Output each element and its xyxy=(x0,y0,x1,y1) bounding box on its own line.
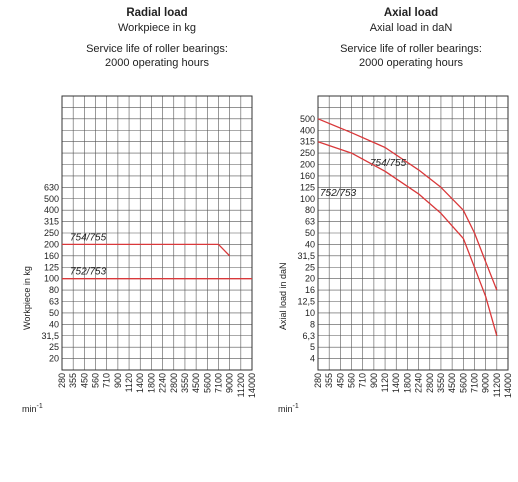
radial-x-unit-label: min-1 xyxy=(22,403,43,414)
radial-y-tick-label: 50 xyxy=(49,308,59,318)
axial-y-tick-label: 200 xyxy=(300,160,315,170)
radial-chart-title: Radial load xyxy=(126,7,187,19)
axial-plot-frame xyxy=(317,95,509,371)
axial-x-tick-label: 1120 xyxy=(380,373,390,392)
radial-y-tick-label: 400 xyxy=(44,205,59,215)
radial-service-life-note: Service life of roller bearings: xyxy=(86,43,228,55)
radial-series-754-755-line xyxy=(62,243,231,257)
axial-x-tick-label: 280 xyxy=(313,373,323,388)
axial-x-tick-label: 9000 xyxy=(481,373,491,393)
radial-x-tick-label: 710 xyxy=(102,373,112,388)
radial-x-tick-label: 5600 xyxy=(202,373,212,393)
radial-y-tick-label: 63 xyxy=(49,297,59,307)
axial-x-tick-label: 1400 xyxy=(391,373,401,393)
axial-x-tick-label: 710 xyxy=(358,373,368,388)
radial-y-tick-label: 40 xyxy=(49,319,59,329)
axial-y-tick-label: 40 xyxy=(305,239,315,249)
radial-x-tick-label: 2800 xyxy=(169,373,179,393)
axial-x-unit-exponent: -1 xyxy=(293,403,299,410)
axial-y-tick-label: 5 xyxy=(310,342,315,352)
radial-x-tick-label: 7100 xyxy=(213,373,223,393)
axial-service-life-note: Service life of roller bearings: xyxy=(340,43,482,55)
axial-x-tick-label: 5600 xyxy=(458,373,468,393)
radial-y-tick-label: 500 xyxy=(44,194,59,204)
axial-x-tick-label: 2800 xyxy=(425,373,435,393)
radial-x-tick-label: 1800 xyxy=(146,373,156,393)
axial-y-tick-label: 10 xyxy=(305,308,315,318)
axial-y-tick-label: 4 xyxy=(310,354,315,364)
axial-y-tick-label: 100 xyxy=(300,194,315,204)
axial-x-tick-label: 355 xyxy=(324,373,334,388)
radial-y-tick-label: 80 xyxy=(49,285,59,295)
radial-x-tick-label: 900 xyxy=(113,373,123,388)
axial-series-label: 752/753 xyxy=(320,188,357,199)
axial-x-tick-label: 14000 xyxy=(503,373,513,398)
radial-y-tick-label: 20 xyxy=(49,354,59,364)
axial-y-tick-label: 80 xyxy=(305,205,315,215)
radial-y-tick-label: 200 xyxy=(44,239,59,249)
axial-chart-subtitle: Axial load in daN xyxy=(370,22,453,34)
radial-x-tick-label: 11200 xyxy=(236,373,246,397)
axial-y-tick-label: 12,5 xyxy=(297,297,315,307)
axial-operating-hours-note: 2000 operating hours xyxy=(359,57,463,69)
axial-y-tick-label: 6,3 xyxy=(302,331,315,341)
radial-plot-frame xyxy=(61,95,253,371)
axial-x-tick-label: 900 xyxy=(369,373,379,388)
radial-y-tick-label: 630 xyxy=(44,182,59,192)
radial-y-tick-label: 125 xyxy=(44,262,59,272)
radial-x-tick-label: 14000 xyxy=(247,373,257,398)
axial-x-tick-label: 2240 xyxy=(414,373,424,393)
axial-series-752-753-line xyxy=(317,141,498,336)
radial-y-tick-label: 100 xyxy=(44,274,59,284)
radial-x-tick-label: 9000 xyxy=(225,373,235,393)
radial-x-tick-label: 450 xyxy=(79,373,89,388)
axial-y-axis-label: Axial load in daN xyxy=(278,262,288,330)
radial-x-tick-label: 3550 xyxy=(180,373,190,393)
axial-x-tick-label: 450 xyxy=(335,373,345,388)
axial-y-tick-label: 160 xyxy=(300,171,315,181)
radial-chart-subtitle: Workpiece in kg xyxy=(118,22,196,34)
axial-x-tick-label: 4500 xyxy=(447,373,457,393)
radial-x-unit-exponent: -1 xyxy=(37,403,43,410)
radial-x-tick-label: 560 xyxy=(91,373,101,388)
axial-y-tick-label: 16 xyxy=(305,285,315,295)
axial-x-tick-label: 3550 xyxy=(436,373,446,393)
radial-operating-hours-note: 2000 operating hours xyxy=(105,57,209,69)
axial-y-tick-label: 25 xyxy=(305,262,315,272)
radial-x-tick-label: 280 xyxy=(57,373,67,388)
axial-series-754-755-line xyxy=(317,118,498,291)
axial-x-tick-label: 560 xyxy=(347,373,357,388)
axial-x-tick-label: 11200 xyxy=(492,373,502,397)
axial-y-tick-label: 63 xyxy=(305,217,315,227)
radial-series-label: 754/755 xyxy=(70,232,107,243)
axial-y-tick-label: 50 xyxy=(305,228,315,238)
axial-y-tick-label: 20 xyxy=(305,274,315,284)
axial-y-tick-label: 315 xyxy=(300,137,315,147)
radial-x-tick-label: 1400 xyxy=(135,373,145,393)
axial-x-tick-label: 7100 xyxy=(469,373,479,393)
radial-x-tick-label: 4500 xyxy=(191,373,201,393)
radial-x-tick-label: 355 xyxy=(68,373,78,388)
radial-y-tick-label: 25 xyxy=(49,342,59,352)
axial-x-unit-label: min-1 xyxy=(278,403,299,414)
radial-x-tick-label: 1120 xyxy=(124,373,134,392)
radial-y-tick-label: 160 xyxy=(44,251,59,261)
axial-series-label: 754/755 xyxy=(370,158,407,169)
axial-y-tick-label: 500 xyxy=(300,114,315,124)
axial-y-tick-label: 31,5 xyxy=(297,251,315,261)
axial-y-tick-label: 400 xyxy=(300,125,315,135)
axial-x-tick-label: 1800 xyxy=(402,373,412,393)
radial-y-tick-label: 315 xyxy=(44,217,59,227)
axial-y-tick-label: 125 xyxy=(300,182,315,192)
radial-y-tick-label: 31,5 xyxy=(41,331,59,341)
axial-y-tick-label: 8 xyxy=(310,319,315,329)
radial-series-label: 752/753 xyxy=(70,267,107,278)
axial-chart-title: Axial load xyxy=(384,7,438,19)
axial-y-tick-label: 250 xyxy=(300,148,315,158)
radial-x-tick-label: 2240 xyxy=(158,373,168,393)
radial-y-tick-label: 250 xyxy=(44,228,59,238)
radial-y-axis-label: Workpiece in kg xyxy=(22,266,32,330)
